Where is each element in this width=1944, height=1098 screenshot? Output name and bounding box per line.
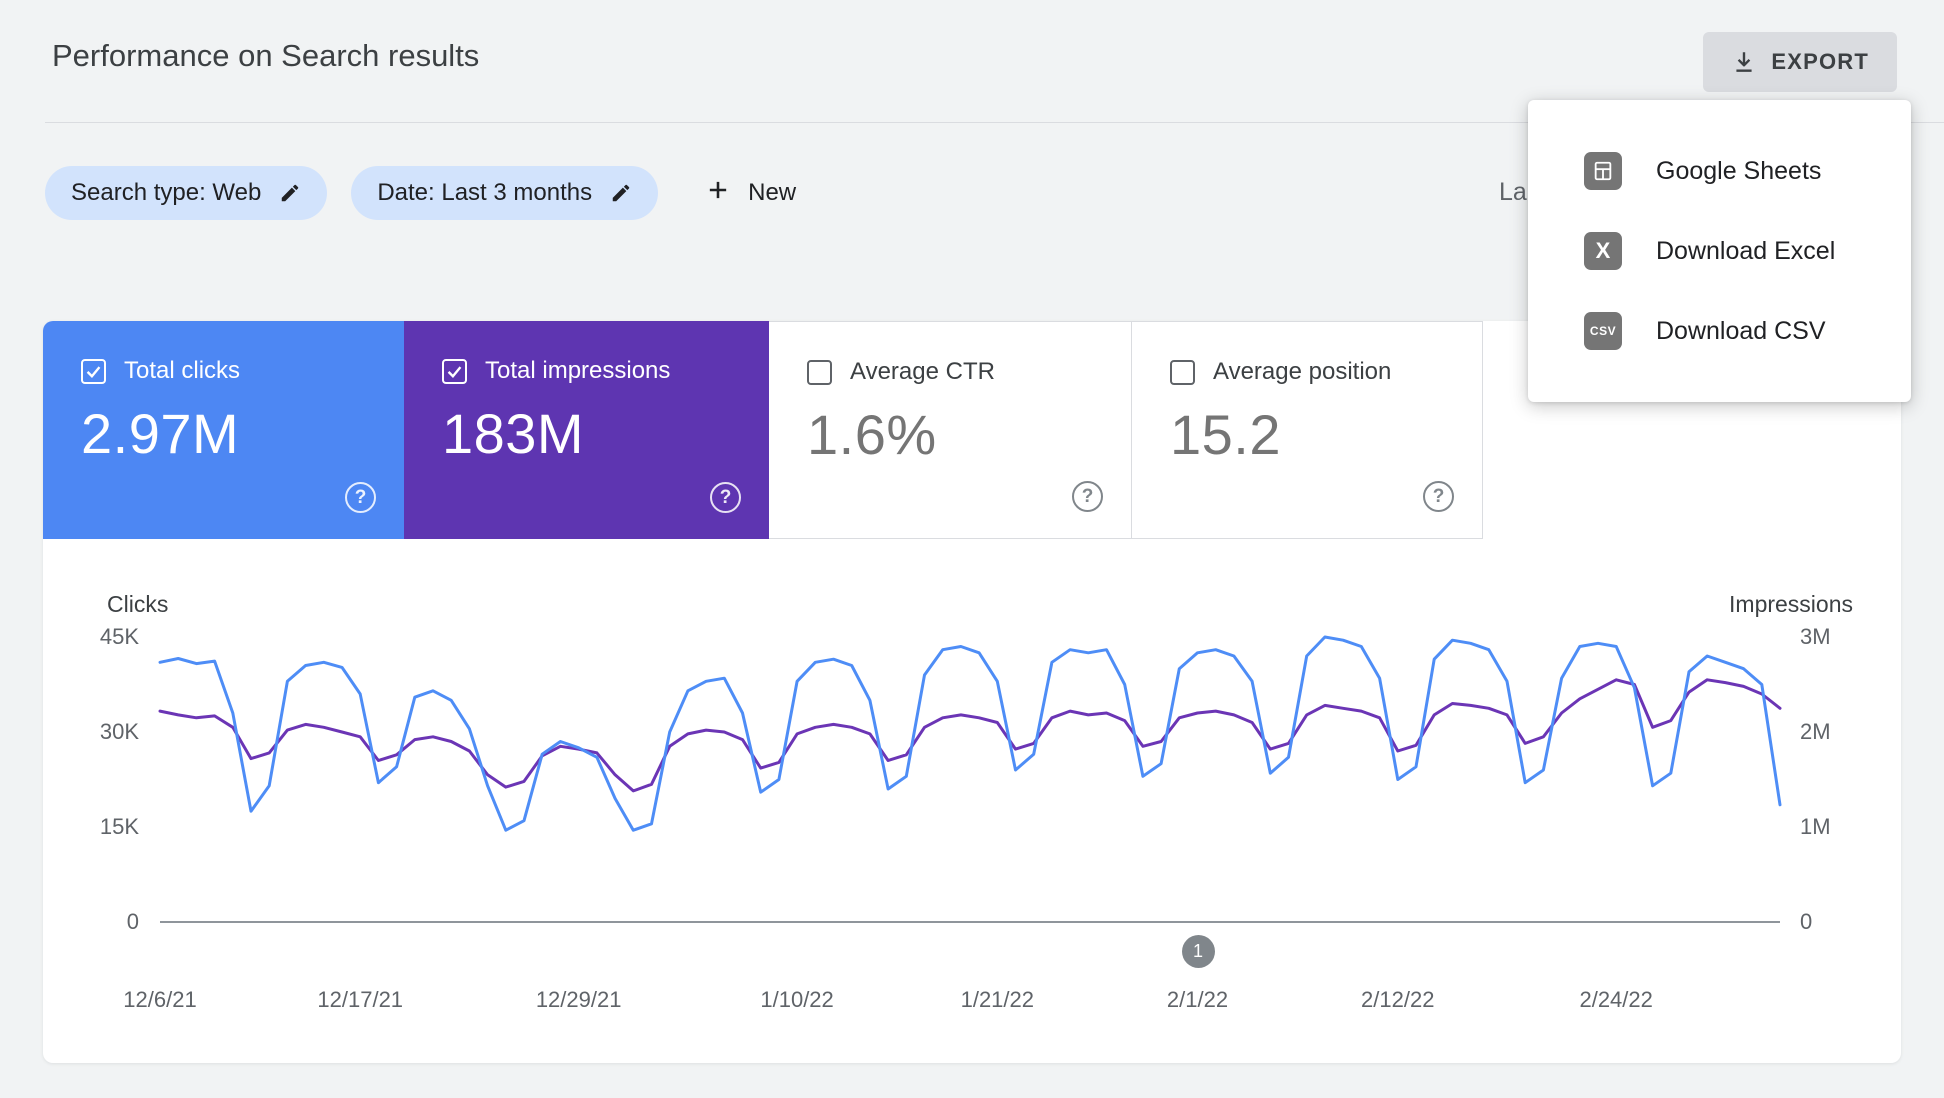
menu-item-label: Google Sheets: [1656, 156, 1822, 185]
metric-card-total-impressions[interactable]: Total impressions 183M ?: [404, 321, 769, 539]
performance-chart: Clicks Impressions 45K 30K 15K 0 3M 2M 1M 0 12…: [43, 539, 1901, 1063]
date-range-chip[interactable]: Date: Last 3 months: [351, 166, 659, 220]
checkbox-average-position[interactable]: [1170, 359, 1195, 385]
last-updated-text: La: [1499, 178, 1527, 206]
left-axis-tick: 45K: [99, 624, 139, 649]
help-icon[interactable]: ?: [1072, 481, 1103, 512]
chart-page-number: 1: [1193, 941, 1204, 961]
chart-plot-area: [158, 635, 1782, 832]
clicks-line-series: [158, 635, 1782, 832]
checkbox-average-ctr[interactable]: [807, 359, 832, 385]
metric-label: Total clicks: [124, 357, 241, 384]
help-icon[interactable]: ?: [1423, 481, 1454, 512]
google-sheets-icon: [1584, 152, 1622, 190]
page-title: Performance on Search results: [52, 38, 480, 73]
metric-label: Average CTR: [850, 358, 995, 385]
metric-value: 183M: [442, 402, 585, 465]
right-axis-tick: 3M: [1800, 624, 1831, 649]
new-filter-label: New: [748, 179, 797, 206]
x-axis-tick: 1/21/22: [960, 987, 1034, 1012]
edit-pencil-icon[interactable]: [279, 182, 301, 204]
right-axis-title: Impressions: [1729, 591, 1853, 617]
left-axis-tick: 15K: [99, 814, 139, 839]
right-axis-labels: 3M 2M 1M 0: [1800, 539, 1890, 1063]
x-axis-tick: 1/10/22: [760, 987, 834, 1012]
chart-page-indicator[interactable]: 1: [1181, 935, 1215, 968]
left-axis-tick: 0: [126, 909, 139, 934]
impressions-line-series: [158, 678, 1782, 793]
metric-card-average-ctr[interactable]: Average CTR 1.6% ?: [769, 321, 1132, 539]
metric-label: Total impressions: [485, 357, 671, 384]
help-icon[interactable]: ?: [345, 482, 376, 513]
search-type-chip-label: Search type: Web: [71, 179, 262, 206]
export-button[interactable]: EXPORT: [1703, 32, 1897, 92]
edit-pencil-icon[interactable]: [610, 182, 632, 204]
new-filter-button[interactable]: New: [704, 176, 796, 211]
header-divider: [45, 122, 1944, 123]
x-axis-tick: 2/1/22: [1166, 987, 1229, 1012]
right-axis-tick: 0: [1800, 909, 1813, 934]
x-axis-tick: 12/6/21: [123, 987, 197, 1012]
csv-icon: CSV: [1584, 312, 1622, 350]
menu-item-label: Download CSV: [1656, 316, 1826, 345]
left-axis-title: Clicks: [107, 591, 169, 617]
x-axis-tick: 2/24/22: [1579, 987, 1653, 1012]
filter-row: Search type: Web Date: Last 3 months New: [45, 166, 796, 220]
menu-item-google-sheets[interactable]: Google Sheets: [1528, 131, 1911, 211]
menu-item-download-excel[interactable]: X Download Excel: [1528, 211, 1911, 291]
menu-item-download-csv[interactable]: CSV Download CSV: [1528, 291, 1911, 371]
export-dropdown-menu: Google Sheets X Download Excel CSV Downl…: [1528, 100, 1911, 402]
x-axis-tick: 12/17/21: [317, 987, 404, 1012]
checkbox-total-impressions[interactable]: [442, 358, 467, 384]
metric-value: 1.6%: [807, 403, 937, 466]
search-type-chip[interactable]: Search type: Web: [45, 166, 328, 220]
menu-item-label: Download Excel: [1656, 236, 1836, 265]
performance-card: Total clicks 2.97M ? Total impressions 1…: [43, 321, 1901, 1063]
help-icon[interactable]: ?: [710, 482, 741, 513]
date-range-chip-label: Date: Last 3 months: [377, 179, 593, 206]
export-button-label: EXPORT: [1771, 49, 1869, 74]
x-axis-tick: 2/12/22: [1361, 987, 1435, 1012]
checkbox-total-clicks[interactable]: [81, 358, 106, 384]
left-axis-labels: 45K 30K 15K 0: [43, 539, 139, 1063]
left-axis-tick: 30K: [99, 719, 139, 744]
metric-cards-row: Total clicks 2.97M ? Total impressions 1…: [43, 321, 1901, 539]
metric-card-total-clicks[interactable]: Total clicks 2.97M ?: [43, 321, 404, 539]
x-axis-tick: 12/29/21: [535, 987, 622, 1012]
right-axis-tick: 1M: [1800, 814, 1831, 839]
x-axis-baseline: [160, 921, 1780, 923]
download-icon: [1731, 49, 1757, 75]
excel-icon: X: [1584, 232, 1622, 270]
metric-value: 2.97M: [81, 402, 240, 465]
metric-value: 15.2: [1170, 403, 1281, 466]
metric-card-average-position[interactable]: Average position 15.2 ?: [1132, 321, 1483, 539]
right-axis-tick: 2M: [1800, 719, 1831, 744]
plus-icon: [704, 176, 732, 211]
metric-label: Average position: [1213, 358, 1392, 385]
